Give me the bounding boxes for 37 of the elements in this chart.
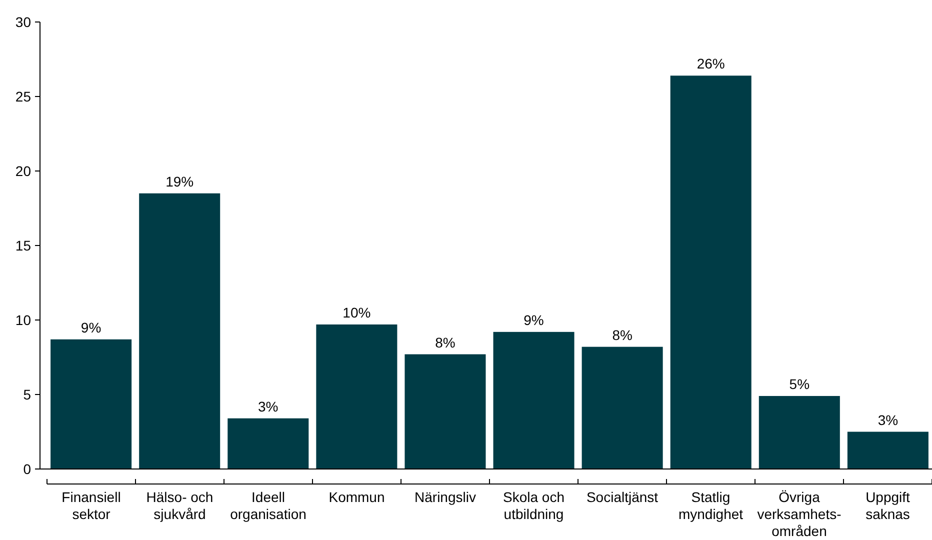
bar: [228, 418, 309, 469]
data-label: 3%: [258, 398, 278, 414]
y-tick-label: 25: [15, 88, 32, 104]
bar: [139, 193, 220, 469]
x-tick-label: Hälso- och sjukvård: [146, 489, 214, 522]
bar: [493, 332, 574, 469]
y-tick-label: 5: [23, 386, 32, 402]
x-tick-label: Ideell organisation: [230, 489, 306, 522]
bar: [582, 346, 663, 469]
bar: [316, 324, 398, 469]
data-label: 19%: [166, 173, 194, 190]
bar: [847, 432, 928, 469]
bar: [404, 354, 486, 469]
bar: [50, 339, 132, 469]
data-label: 9%: [80, 319, 102, 336]
x-tick-label: Uppgift saknas: [866, 489, 910, 522]
y-tick-label: 15: [15, 237, 32, 254]
data-label: 8%: [435, 334, 456, 350]
data-label: 8%: [612, 326, 632, 343]
y-tick-label: 0: [23, 460, 32, 477]
x-tick-label: Kommun: [328, 489, 385, 505]
data-label: 3%: [878, 412, 898, 428]
data-label: 26%: [696, 56, 725, 72]
x-tick-label: Övriga verksamhets- områden: [757, 489, 842, 539]
x-tick-label: Finansiell sektor: [62, 489, 121, 522]
data-label: 5%: [789, 376, 810, 392]
bar: [670, 76, 752, 469]
x-tick-label: Statlig myndighet: [678, 489, 744, 522]
data-label: 10%: [342, 304, 371, 320]
y-tick-label: 10: [15, 312, 32, 328]
x-tick-label: Näringsliv: [414, 489, 476, 505]
y-tick-label: 30: [15, 14, 32, 30]
y-tick-label: 20: [15, 162, 32, 179]
bar: [758, 396, 840, 469]
x-tick-label: Skola och utbildning: [503, 489, 564, 522]
data-label: 9%: [524, 312, 544, 328]
x-tick-label: Socialtjänst: [586, 489, 658, 505]
